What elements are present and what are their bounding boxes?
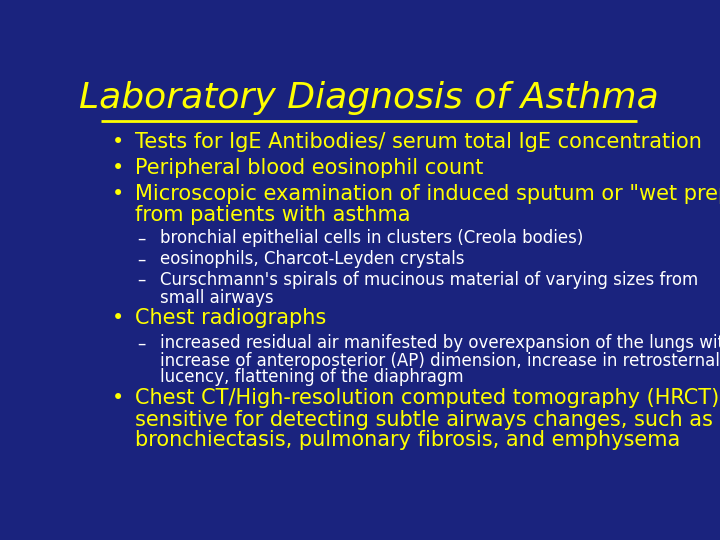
Text: –: – bbox=[138, 250, 146, 268]
Text: •: • bbox=[112, 158, 125, 178]
Text: Microscopic examination of induced sputum or "wet preps": Microscopic examination of induced sputu… bbox=[135, 184, 720, 204]
Text: •: • bbox=[112, 184, 125, 204]
Text: •: • bbox=[112, 388, 125, 408]
Text: •: • bbox=[112, 132, 125, 152]
Text: sensitive for detecting subtle airways changes, such as early: sensitive for detecting subtle airways c… bbox=[135, 410, 720, 430]
Text: –: – bbox=[138, 334, 146, 352]
Text: Tests for IgE Antibodies/ serum total IgE concentration: Tests for IgE Antibodies/ serum total Ig… bbox=[135, 132, 701, 152]
Text: increased residual air manifested by overexpansion of the lungs with an: increased residual air manifested by ove… bbox=[160, 334, 720, 352]
Text: bronchial epithelial cells in clusters (Creola bodies): bronchial epithelial cells in clusters (… bbox=[160, 230, 583, 247]
Text: –: – bbox=[138, 271, 146, 289]
Text: Peripheral blood eosinophil count: Peripheral blood eosinophil count bbox=[135, 158, 483, 178]
Text: lucency, flattening of the diaphragm: lucency, flattening of the diaphragm bbox=[160, 368, 464, 386]
Text: –: – bbox=[138, 230, 146, 247]
Text: Curschmann's spirals of mucinous material of varying sizes from: Curschmann's spirals of mucinous materia… bbox=[160, 271, 698, 289]
Text: small airways: small airways bbox=[160, 288, 274, 307]
Text: bronchiectasis, pulmonary fibrosis, and emphysema: bronchiectasis, pulmonary fibrosis, and … bbox=[135, 430, 680, 450]
Text: Laboratory Diagnosis of Asthma: Laboratory Diagnosis of Asthma bbox=[79, 82, 659, 116]
Text: eosinophils, Charcot-Leyden crystals: eosinophils, Charcot-Leyden crystals bbox=[160, 250, 464, 268]
Text: from patients with asthma: from patients with asthma bbox=[135, 205, 410, 225]
Text: Chest radiographs: Chest radiographs bbox=[135, 308, 326, 328]
Text: Chest CT/High-resolution computed tomography (HRCT) :more: Chest CT/High-resolution computed tomogr… bbox=[135, 388, 720, 408]
Text: •: • bbox=[112, 308, 125, 328]
Text: increase of anteroposterior (AP) dimension, increase in retrosternal: increase of anteroposterior (AP) dimensi… bbox=[160, 352, 719, 370]
